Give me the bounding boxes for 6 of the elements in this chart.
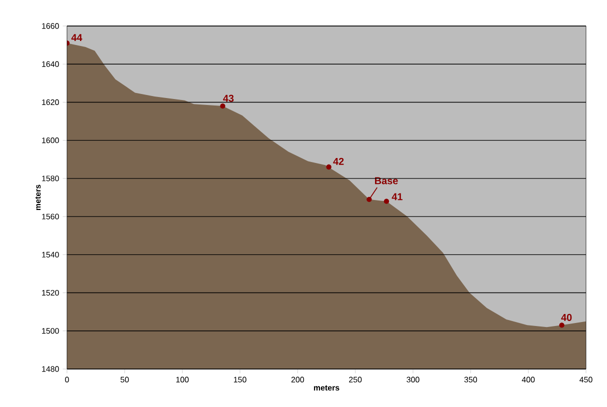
annotation: Base [375,177,398,184]
annotation: 41 [392,193,402,200]
annotation: 44 [71,34,82,41]
annotation: 40 [561,314,572,321]
annotation: 43 [223,94,234,102]
annotation: 42 [333,158,344,165]
